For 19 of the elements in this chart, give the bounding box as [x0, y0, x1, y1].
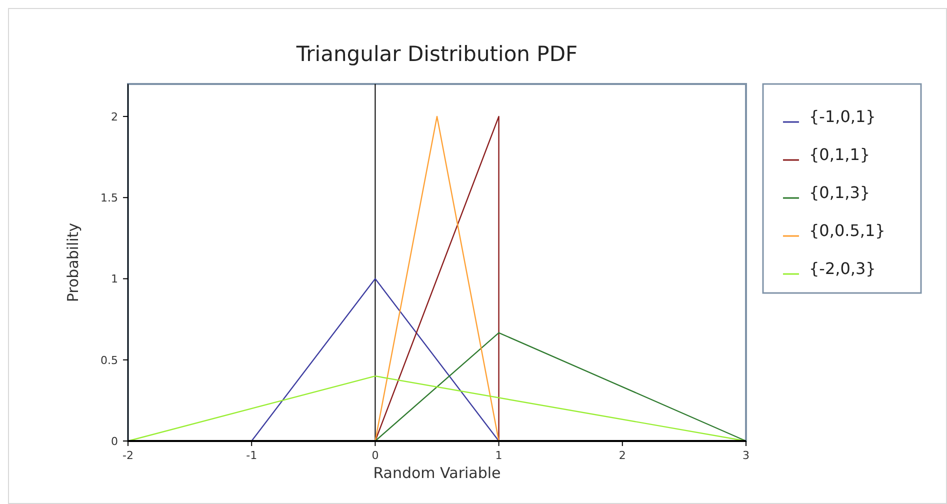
- y-tick-label: 1: [111, 272, 118, 286]
- x-tick-label: 2: [618, 449, 626, 462]
- x-tick-label: -2: [122, 449, 134, 462]
- y-tick-label: 2: [111, 110, 118, 124]
- x-tick-label: -1: [246, 449, 258, 462]
- legend-label: {-2,0,3}: [809, 259, 876, 278]
- y-tick-label: 0.5: [100, 354, 118, 367]
- legend-label: {0,0.5,1}: [809, 221, 886, 240]
- x-tick-label: 1: [495, 449, 502, 462]
- y-tick-label: 0: [111, 435, 118, 448]
- y-axis-title: Probability: [64, 222, 82, 302]
- x-axis-title: Random Variable: [373, 464, 501, 482]
- x-tick-label: 3: [742, 449, 750, 462]
- legend-label: {0,1,1}: [809, 145, 870, 164]
- legend-label: {0,1,3}: [809, 183, 870, 202]
- y-tick-label: 1.5: [100, 192, 118, 205]
- chart-title: Triangular Distribution PDF: [295, 42, 578, 66]
- x-tick-label: 0: [372, 449, 379, 462]
- legend-label: {-1,0,1}: [809, 107, 876, 126]
